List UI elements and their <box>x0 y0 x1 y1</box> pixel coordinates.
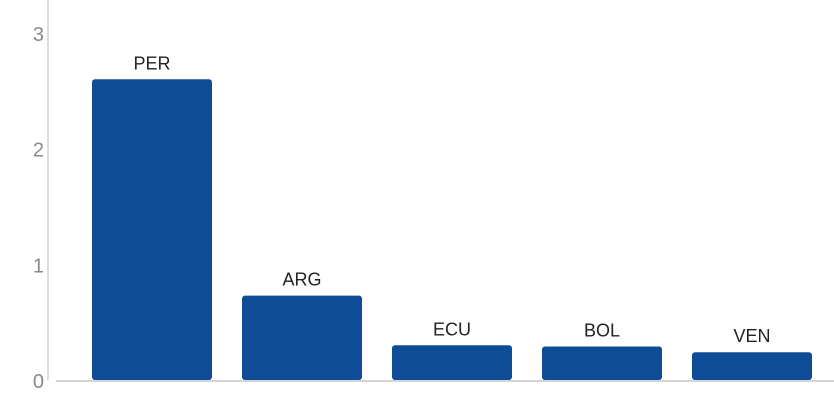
bar-label-ven: VEN <box>733 326 770 346</box>
bar-per <box>92 79 212 381</box>
bar-label-bol: BOL <box>584 320 620 340</box>
bar-label-per: PER <box>133 53 170 73</box>
bars <box>92 79 812 381</box>
bar-label-ecu: ECU <box>433 319 471 339</box>
bar-ecu <box>392 345 512 380</box>
bar-ven <box>692 352 812 380</box>
y-tick-label: 3 <box>33 24 44 46</box>
bar-bol <box>542 346 662 380</box>
y-tick-label: 1 <box>33 255 44 277</box>
bar-arg <box>242 295 362 380</box>
bar-label-arg: ARG <box>282 270 321 290</box>
y-tick-label: 0 <box>33 371 44 393</box>
y-tick-label: 2 <box>33 140 44 162</box>
data-labels: PER ARG ECU BOL VEN <box>133 53 770 346</box>
y-axis: 0 1 2 3 <box>33 0 49 393</box>
